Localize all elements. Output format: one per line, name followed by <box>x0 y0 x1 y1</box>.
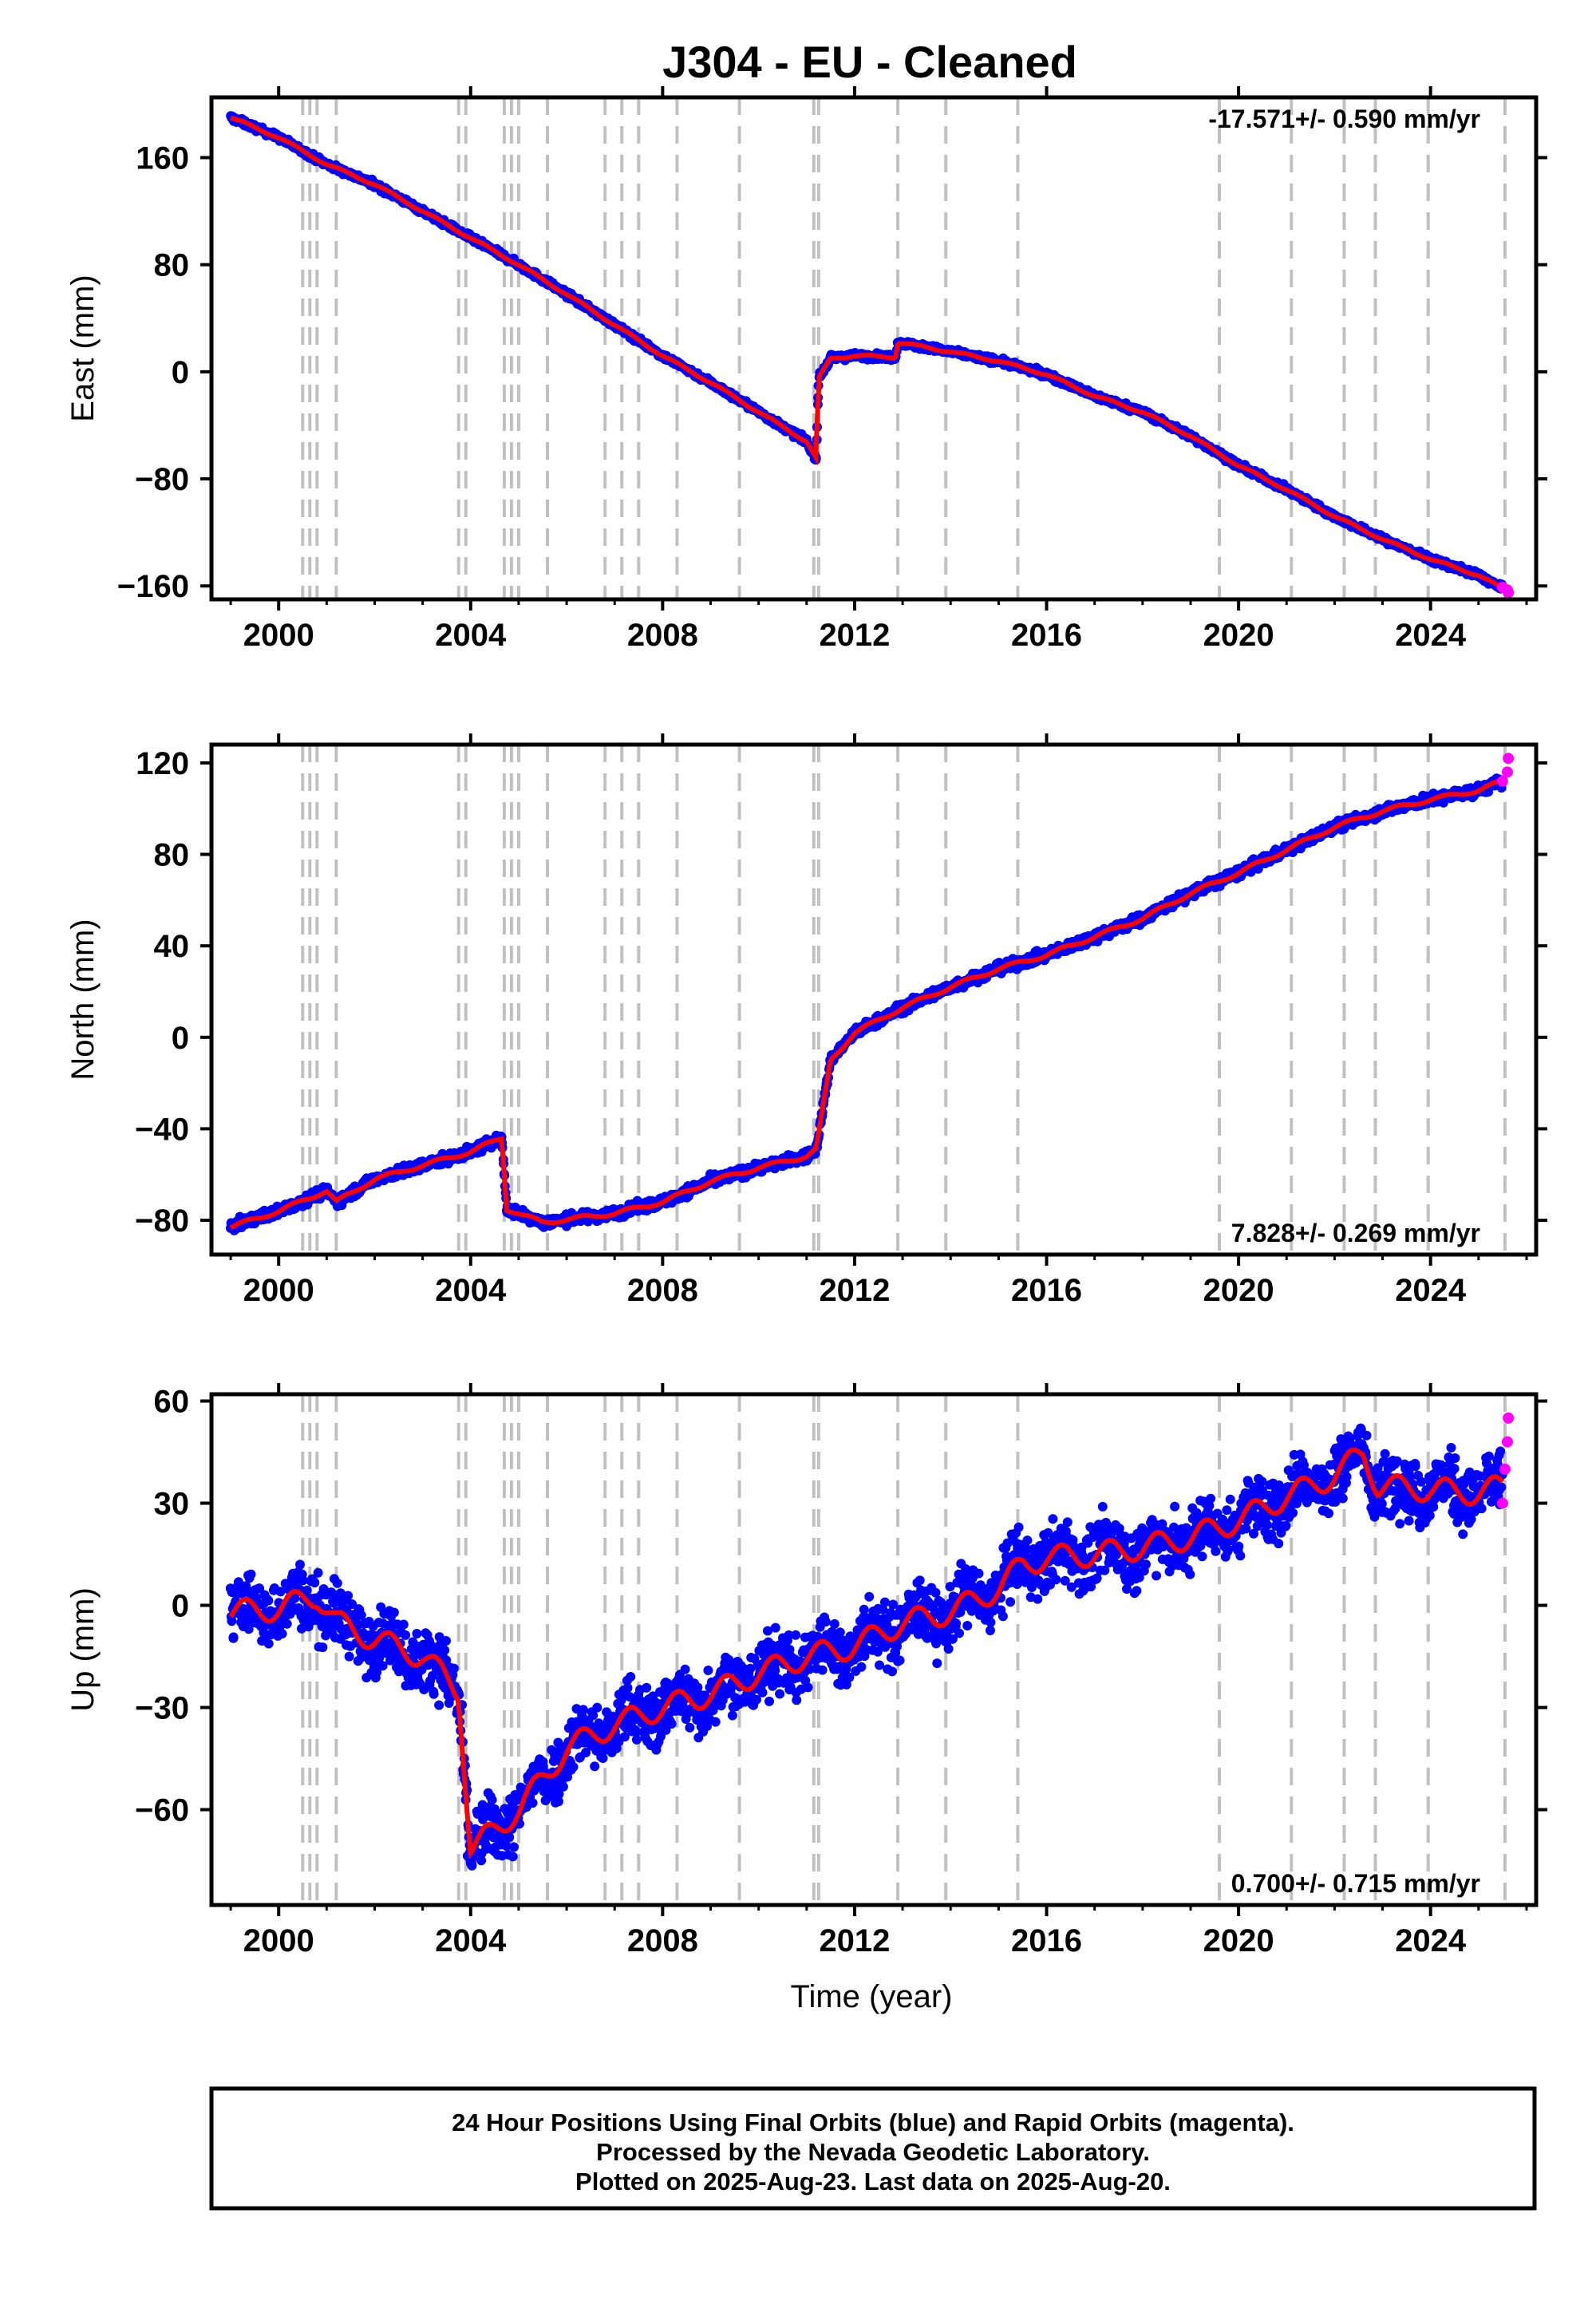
east-x-tick-label: 2020 <box>1203 618 1274 653</box>
east-rapid-orbit-points <box>1496 581 1515 599</box>
chart-title: J304 - EU - Cleaned <box>662 37 1077 87</box>
north-plot-area <box>226 745 1515 1255</box>
east-plot-area <box>226 97 1515 599</box>
east-y-tick-label: 160 <box>136 140 189 176</box>
east-x-tick-label: 2008 <box>627 618 698 653</box>
east-x-tick-label: 2024 <box>1395 618 1467 653</box>
north-panel: 2000 2004 2008 2012 2016 2020 202412080400−40−… <box>65 733 1547 1308</box>
east-x-tick-label: 2000 <box>243 618 314 653</box>
east-y-axis-label: East (mm) <box>65 275 101 421</box>
east-x-tick-label: 2012 <box>819 618 890 653</box>
east-panel: 2000 2004 2008 2012 2016 2020 2024 160 80 0 −80 −16… <box>65 86 1547 653</box>
east-y-tick-label: 80 <box>154 248 190 283</box>
east-model-line <box>230 115 1504 591</box>
east-rate-annotation: -17.571+/- 0.590 mm/yr <box>1208 105 1480 133</box>
east-y-tick-label: 0 <box>172 355 189 390</box>
east-rapid-point <box>1503 587 1515 599</box>
east-x-tick-label: 2016 <box>1011 618 1082 653</box>
east-x-tick-label: 2004 <box>435 618 507 653</box>
east-final-orbit-points <box>226 111 1507 594</box>
east-y-tick-label: −80 <box>135 462 189 497</box>
east-frame <box>209 95 1539 602</box>
east-y-tick-label: −160 <box>117 569 189 604</box>
